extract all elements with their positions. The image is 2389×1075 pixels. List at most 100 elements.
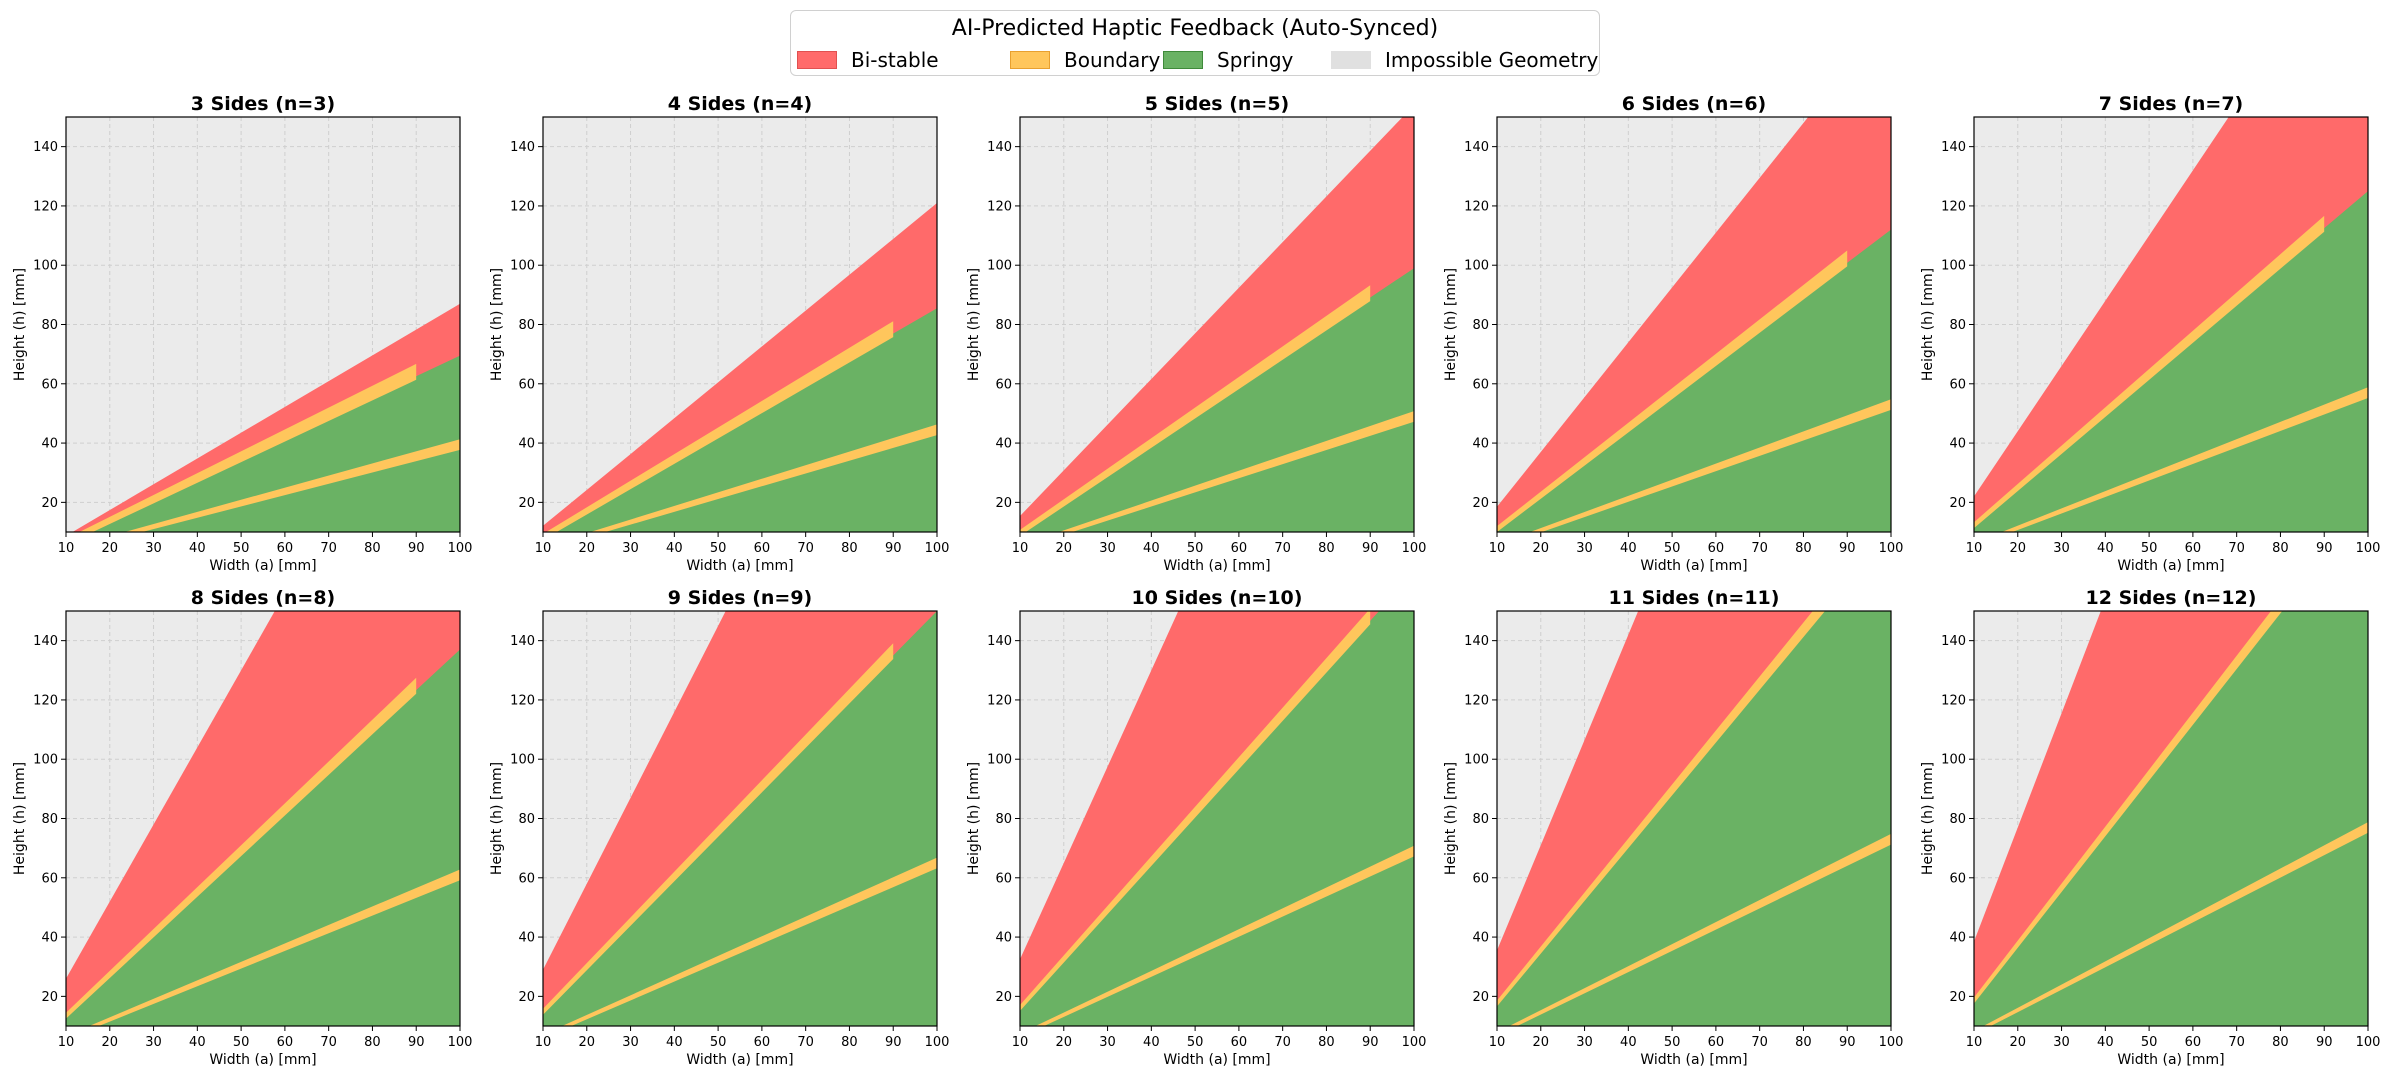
- x-tick-label: 100: [448, 1035, 473, 1050]
- y-tick-label: 60: [1949, 377, 1966, 392]
- x-tick-label: 40: [189, 541, 206, 556]
- legend-title: AI-Predicted Haptic Feedback (Auto-Synce…: [951, 16, 1439, 41]
- subplot-title: 3 Sides (n=3): [191, 93, 335, 115]
- y-tick-label: 40: [1949, 931, 1966, 946]
- x-tick-label: 50: [2141, 1035, 2158, 1050]
- y-tick-label: 120: [1464, 693, 1489, 708]
- y-tick-label: 140: [510, 140, 535, 155]
- x-tick-label: 40: [189, 1035, 206, 1050]
- boundary-band-upper: [546, 321, 894, 532]
- x-tick-label: 70: [797, 541, 814, 556]
- regions: [72, 303, 460, 532]
- x-tick-label: 70: [1274, 541, 1291, 556]
- y-tick-label: 120: [987, 693, 1012, 708]
- x-tick-label: 90: [885, 1035, 902, 1050]
- x-tick-label: 30: [622, 541, 639, 556]
- x-axis-label: Width (a) [mm]: [2117, 1052, 2224, 1068]
- y-tick-label: 140: [33, 140, 58, 155]
- boundary-band-upper: [1974, 611, 2283, 1004]
- x-tick-label: 70: [1751, 1035, 1768, 1050]
- boundary-band-lower: [1983, 822, 2368, 1026]
- y-tick-label: 140: [510, 634, 535, 649]
- x-axis-label: Width (a) [mm]: [209, 558, 316, 574]
- y-axis-label: Height (h) [mm]: [1443, 762, 1459, 875]
- x-tick-label: 100: [1402, 1035, 1427, 1050]
- y-tick-label: 20: [41, 990, 58, 1005]
- y-tick-label: 80: [1949, 812, 1966, 827]
- x-tick-label: 50: [1187, 541, 1204, 556]
- x-tick-label: 20: [579, 541, 596, 556]
- y-tick-label: 100: [1464, 259, 1489, 274]
- boundary-band-lower: [1530, 399, 1891, 532]
- boundary-band-lower: [1059, 411, 1414, 532]
- x-tick-label: 10: [1966, 541, 1983, 556]
- y-tick-label: 60: [995, 871, 1012, 886]
- x-tick-label: 100: [1879, 541, 1904, 556]
- y-tick-label: 140: [33, 634, 58, 649]
- x-tick-label: 40: [2097, 1035, 2114, 1050]
- x-axis-label: Width (a) [mm]: [1163, 558, 1270, 574]
- regions: [1020, 611, 1414, 1026]
- subplot-8: 10 20 30 40 50 60 70 80 90 100 20 40 60 80 100 120 140 10…: [966, 587, 1426, 1068]
- springy-region: [1020, 611, 1414, 1026]
- legend-swatch-springy: [1163, 51, 1203, 69]
- x-tick-label: 60: [277, 1035, 294, 1050]
- x-axis-label: Width (a) [mm]: [1640, 1052, 1747, 1068]
- subplot-title: 12 Sides (n=12): [2086, 587, 2257, 609]
- y-tick-label: 80: [1472, 318, 1489, 333]
- x-tick-label: 70: [2228, 1035, 2245, 1050]
- legend-swatch-bistable: [797, 51, 837, 69]
- boundary-band-lower: [124, 439, 460, 532]
- y-axis-label: Height (h) [mm]: [1920, 762, 1936, 875]
- x-tick-label: 20: [2010, 541, 2027, 556]
- x-tick-label: 80: [364, 1035, 381, 1050]
- x-axis-label: Width (a) [mm]: [686, 558, 793, 574]
- y-tick-label: 60: [518, 377, 535, 392]
- x-tick-label: 90: [408, 1035, 425, 1050]
- subplot-title: 4 Sides (n=4): [668, 93, 812, 115]
- regions: [543, 203, 937, 532]
- subplot-9: 10 20 30 40 50 60 70 80 90 100 20 40 60 80 100 120 140 11…: [1443, 587, 1903, 1068]
- y-tick-label: 100: [987, 753, 1012, 768]
- legend-label-impossible: Impossible Geometry: [1385, 48, 1599, 72]
- subplot-7: 10 20 30 40 50 60 70 80 90 100 20 40 60 80 100 120 140 9 …: [489, 587, 949, 1068]
- y-axis-label: Height (h) [mm]: [966, 762, 982, 875]
- x-tick-label: 100: [925, 1035, 950, 1050]
- y-axis-label: Height (h) [mm]: [12, 268, 28, 381]
- y-tick-label: 40: [995, 437, 1012, 452]
- x-tick-label: 20: [2010, 1035, 2027, 1050]
- x-tick-label: 10: [1012, 541, 1029, 556]
- y-tick-label: 80: [41, 812, 58, 827]
- x-tick-label: 90: [1362, 541, 1379, 556]
- y-tick-label: 120: [1941, 693, 1966, 708]
- y-tick-label: 60: [1949, 871, 1966, 886]
- x-tick-label: 60: [754, 1035, 771, 1050]
- boundary-band-lower: [590, 424, 937, 532]
- y-tick-label: 100: [987, 259, 1012, 274]
- y-tick-label: 140: [987, 634, 1012, 649]
- x-tick-label: 60: [2185, 1035, 2202, 1050]
- boundary-band-upper: [1020, 285, 1371, 532]
- subplot-title: 8 Sides (n=8): [191, 587, 335, 609]
- x-tick-label: 80: [841, 1035, 858, 1050]
- x-tick-label: 70: [1751, 541, 1768, 556]
- x-tick-label: 30: [2053, 541, 2070, 556]
- x-tick-label: 60: [277, 541, 294, 556]
- y-tick-label: 100: [1941, 753, 1966, 768]
- x-tick-label: 20: [102, 1035, 119, 1050]
- y-tick-label: 20: [995, 990, 1012, 1005]
- subplot-6: 10 20 30 40 50 60 70 80 90 100 20 40 60 80 100 120 140 8 …: [12, 587, 472, 1068]
- legend-item-boundary: Boundary: [1010, 48, 1160, 72]
- legend-label-bistable: Bi-stable: [851, 48, 939, 72]
- y-tick-label: 60: [1472, 871, 1489, 886]
- y-tick-label: 40: [41, 437, 58, 452]
- subplot-title: 9 Sides (n=9): [668, 587, 812, 609]
- y-tick-label: 140: [987, 140, 1012, 155]
- x-tick-label: 10: [1012, 1035, 1029, 1050]
- x-tick-label: 40: [1143, 1035, 1160, 1050]
- springy-region: [1974, 611, 2368, 1026]
- x-tick-label: 90: [2316, 1035, 2333, 1050]
- boundary-band-lower: [2001, 387, 2368, 532]
- subplot-10: 10 20 30 40 50 60 70 80 90 100 20 40 60 80 100 120 140 12…: [1920, 587, 2380, 1068]
- y-tick-label: 140: [1941, 634, 1966, 649]
